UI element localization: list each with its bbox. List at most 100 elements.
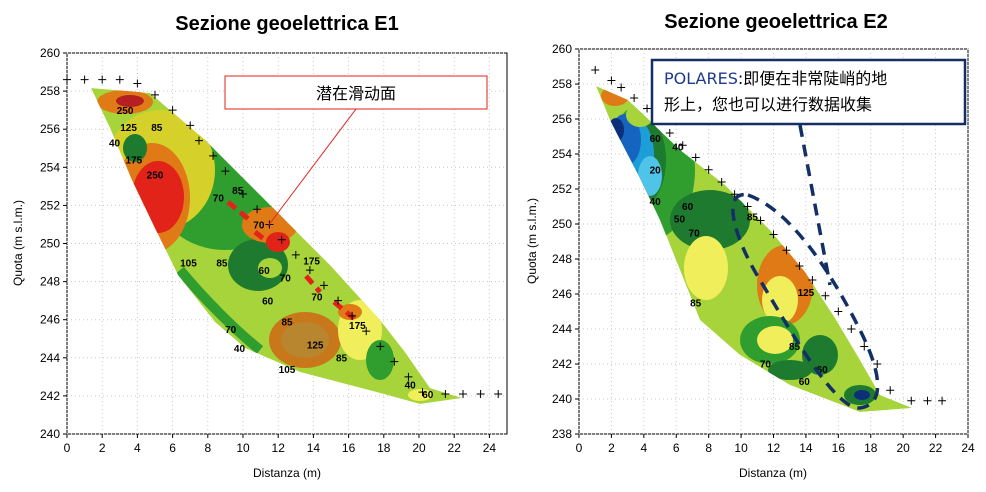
contour-label: 40 (405, 380, 417, 391)
y-tick-label: 240 (40, 427, 60, 441)
y-tick-label: 244 (40, 351, 60, 365)
chart-e1-callout-text: 潜在滑动面 (316, 84, 396, 103)
contour-label: 60 (262, 296, 274, 307)
electrode-marker (834, 307, 843, 316)
contour-label: 250 (147, 171, 164, 182)
electrode-marker (923, 396, 932, 405)
contour-label: 85 (216, 258, 228, 269)
chart-e2-callout-text1: :即便在非常陡峭的地 (738, 69, 887, 88)
contour-label: 40 (672, 143, 684, 154)
y-tick-label: 238 (552, 427, 572, 441)
x-tick-label: 6 (169, 441, 176, 455)
electrode-marker (886, 386, 895, 395)
contour-label: 250 (117, 106, 134, 117)
electrode-marker (404, 372, 413, 381)
chart-e2-zone-low-core (757, 326, 793, 354)
chart-e1-y-ticks: 240 242 244 246 248 250 252 254 256 258 260 (40, 46, 67, 441)
contour-label: 60 (817, 365, 829, 376)
contour-label: 70 (760, 360, 772, 371)
chart-e1-zone-band (176, 266, 264, 354)
electrode-marker (821, 291, 830, 300)
chart-e1-zone-green2 (228, 239, 288, 291)
x-tick-label: 8 (204, 441, 211, 455)
chart-e2-callout-brand: POLARES (664, 69, 738, 88)
electrode-marker (305, 266, 314, 275)
electrode-marker (607, 76, 616, 85)
x-tick-label: 4 (640, 441, 647, 455)
chart-e2-callout-line1: POLARES:即便在非常陡峭的地 (664, 69, 887, 88)
contour-label: 70 (280, 274, 292, 285)
x-tick-label: 22 (929, 441, 943, 455)
chart-e2-y-ticks: 238 240 242 244 246 248 250 252 254 256 258 260 (552, 42, 579, 441)
electrode-marker (756, 216, 765, 225)
electrode-marker (362, 327, 371, 336)
x-tick-label: 24 (483, 441, 497, 455)
electrode-marker (769, 230, 778, 239)
contour-label: 50 (674, 214, 686, 225)
electrode-marker (494, 389, 503, 398)
electrode-marker (98, 75, 107, 84)
chart-e2-x-ticks: 0 2 4 6 8 10 12 14 16 18 20 22 24 (576, 434, 975, 455)
y-tick-label: 254 (40, 160, 60, 174)
y-tick-label: 260 (40, 46, 60, 60)
contour-label: 85 (151, 123, 163, 134)
x-tick-label: 14 (307, 441, 321, 455)
y-tick-label: 260 (552, 42, 572, 56)
electrode-marker (643, 104, 652, 113)
electrode-marker (348, 311, 357, 320)
y-tick-label: 242 (40, 389, 60, 403)
contour-label: 85 (690, 298, 702, 309)
electrode-marker (591, 66, 600, 74)
chart-e1: Sezione geoelettrica E1 250 125 85 40 175 250… (11, 13, 508, 480)
electrode-marker (743, 202, 752, 211)
y-tick-label: 244 (552, 322, 572, 336)
electrode-marker (418, 388, 427, 397)
electrode-marker (678, 141, 687, 150)
electrode-marker (873, 360, 882, 368)
chart-e2-electrodes (591, 66, 947, 405)
electrode-marker (808, 276, 817, 284)
contour-label: 175 (349, 321, 366, 332)
x-tick-label: 12 (767, 441, 781, 455)
electrode-marker (476, 389, 485, 398)
y-tick-label: 250 (552, 217, 572, 231)
chart-e1-title: Sezione geoelettrica E1 (175, 13, 398, 35)
electrode-marker (221, 167, 230, 176)
electrode-marker (319, 281, 328, 290)
x-tick-label: 4 (134, 441, 141, 455)
contour-label: 125 (120, 123, 137, 134)
chart-e2-zone-yellow2 (762, 276, 798, 324)
chart-e1-callout-leader (267, 108, 357, 227)
electrode-marker (782, 246, 791, 255)
chart-e2-zone-low2 (802, 335, 838, 375)
chart-e1-zone-green3 (366, 340, 394, 380)
chart-e1-zone-green1 (123, 134, 147, 162)
chart-e2-callout-box (650, 58, 967, 126)
contour-label: 105 (180, 258, 197, 269)
chart-e2-zone-bottom (768, 360, 812, 380)
chart-e2-y-axis-label: Quota (m s.l.m.) (525, 198, 539, 284)
electrode-marker (847, 325, 856, 333)
contour-label: 85 (789, 342, 801, 353)
contour-label: 70 (213, 194, 225, 205)
x-tick-label: 20 (896, 441, 910, 455)
contour-label: 20 (650, 165, 662, 176)
x-tick-label: 22 (448, 441, 462, 455)
contour-label: 125 (307, 340, 324, 351)
chart-e2-zone-mid-green (670, 190, 750, 250)
chart-e2-zone-yellow (684, 236, 728, 300)
contour-label: 40 (109, 138, 121, 149)
chart-e1-y-axis-label: Quota (m s.l.m.) (11, 200, 25, 286)
y-tick-label: 248 (552, 252, 572, 266)
electrode-marker (133, 79, 142, 88)
electrode-marker (907, 396, 916, 405)
y-tick-label: 242 (552, 357, 572, 371)
contour-label: 70 (311, 293, 323, 304)
contour-label: 60 (799, 377, 811, 388)
chart-e2-highlight-ellipse (731, 193, 880, 410)
y-tick-label: 240 (552, 392, 572, 406)
x-tick-label: 8 (705, 441, 712, 455)
